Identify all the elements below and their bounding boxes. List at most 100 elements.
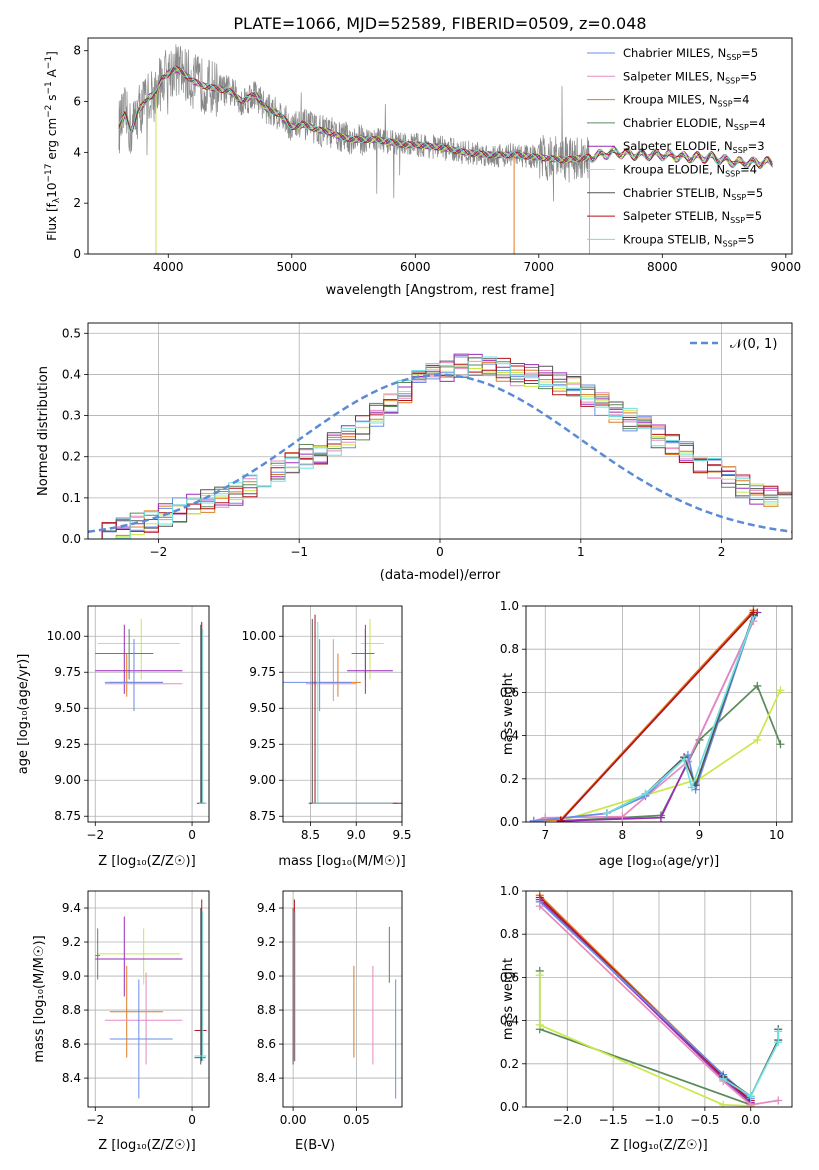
y-tick-label: 1.0 <box>500 599 519 613</box>
mass-vs-Z-panel: −2 0 8.4 8.6 8.8 9.0 9.2 9.4 <box>62 890 210 1127</box>
y-tick-label: 1.0 <box>500 884 519 898</box>
x-tick-label: −2 <box>86 1113 104 1127</box>
y-tick-label: 8.4 <box>257 1071 276 1085</box>
y-tick-label: 9.0 <box>257 969 276 983</box>
mass-weight-vs-Z-panel: −2.0 −1.5 −1.0 −0.5 0.0 0.0 0.2 0.4 0.6 0.8 1.0 <box>500 884 793 1127</box>
legend-label: Chabrier STELIB, NSSP=5 <box>623 186 763 202</box>
y-tick-label: 9.0 <box>62 969 81 983</box>
y-tick-label: 0.0 <box>62 532 81 546</box>
mass-vs-Z-y-label: mass [log₁₀(M/M☉)] <box>32 935 47 1062</box>
x-tick-label: 9.0 <box>347 828 366 842</box>
residuals-x-label: (data-model)/error <box>380 568 501 583</box>
y-tick-label: 9.00 <box>249 773 276 787</box>
y-tick-label: 0.6 <box>500 970 519 984</box>
legend-label: Chabrier MILES, NSSP=5 <box>623 46 758 62</box>
legend-label-sub: SSP <box>723 239 738 248</box>
y-tick-label: 6 <box>73 95 81 109</box>
x-tick-label: 8000 <box>647 260 678 274</box>
age-vs-mass-x-label: mass [log₁₀(M/M☉)] <box>278 854 405 869</box>
axes-frame <box>87 37 793 255</box>
histogram-salpeter-elodie <box>88 353 792 539</box>
x-tick-label: 1 <box>577 545 585 559</box>
y-tick-label: 0.4 <box>500 1014 519 1028</box>
mass-weight-vs-age-x-label: age [log₁₀(age/yr)] <box>599 854 720 869</box>
y-tick-label: 9.4 <box>257 901 276 915</box>
plot-area <box>95 899 207 1099</box>
y-tick-label: 8.6 <box>62 1037 81 1051</box>
legend-label-main: Salpeter ELODIE, N <box>623 139 733 153</box>
legend-label-sub: SSP <box>731 193 746 202</box>
model-spectrum-chabrier-elodie <box>118 67 773 169</box>
axes-frame <box>282 890 403 1108</box>
legend-label: Kroupa STELIB, NSSP=5 <box>623 232 754 248</box>
weight-line-kroupa-stelib <box>722 1031 780 1098</box>
age-vs-Z-panel: −2 0 8.75 9.00 9.25 9.50 9.75 10.00 <box>47 605 210 842</box>
y-tick-label: 2 <box>73 196 81 210</box>
weight-line-kroupa-elodie <box>560 689 782 822</box>
x-tick-label: −2 <box>86 828 104 842</box>
age-vs-Z-y-label: age [log₁₀(age/yr)] <box>16 654 31 775</box>
legend-label-n: =5 <box>745 209 762 223</box>
y-tick-label: 9.50 <box>249 701 276 715</box>
legend-label-main: Chabrier ELODIE, N <box>623 116 734 130</box>
legend-label: Salpeter STELIB, NSSP=5 <box>623 209 762 225</box>
legend-label-n: =5 <box>738 232 755 246</box>
legend-label-sub: SSP <box>718 100 733 109</box>
x-tick-label: 7000 <box>524 260 555 274</box>
y-tick-label: 8 <box>73 44 81 58</box>
weight-line-chabrier-miles <box>539 901 752 1100</box>
legend-label-n: =5 <box>740 69 757 83</box>
x-tick-label: 5000 <box>277 260 308 274</box>
model-spectrum-salpeter-stelib <box>118 65 773 168</box>
x-tick-label: 0.00 <box>280 1113 307 1127</box>
weight-line-salpeter-stelib <box>560 611 755 822</box>
x-tick-label: 0 <box>188 828 196 842</box>
legend-label-sub: SSP <box>733 146 748 155</box>
legend-label-main: Kroupa STELIB, N <box>623 232 723 246</box>
legend-label: Kroupa MILES, NSSP=4 <box>623 93 749 109</box>
x-tick-label: 8 <box>619 828 627 842</box>
plot-area <box>283 614 402 804</box>
y-tick-label: 9.75 <box>54 665 81 679</box>
age-vs-Z-x-label: Z [log₁₀(Z/Z☉)] <box>98 854 195 869</box>
mass-weight-vs-Z-x-label: Z [log₁₀(Z/Z☉)] <box>610 1138 707 1153</box>
axes-frame <box>282 605 403 823</box>
legend-label-main: Salpeter MILES, N <box>623 69 725 83</box>
y-tick-label: 8.8 <box>62 1003 81 1017</box>
y-tick-label: 10.00 <box>242 629 276 643</box>
x-tick-label: 9.5 <box>392 828 411 842</box>
x-tick-label: 7 <box>541 828 549 842</box>
weight-marker <box>719 1074 728 1083</box>
mass-weight-vs-age-panel: 7 8 9 10 0.0 0.2 0.4 0.6 0.8 1.0 <box>500 599 793 842</box>
legend-label-main: Kroupa ELODIE, N <box>623 163 725 177</box>
y-tick-label: 10.00 <box>47 629 81 643</box>
residuals-panel: −2 −1 0 1 2 0.0 0.1 0.2 0.3 0.4 0.5 𝒩(0, 1) (data-… <box>36 322 793 583</box>
y-tick-label: 4 <box>73 145 81 159</box>
weight-marker <box>753 681 762 690</box>
y-tick-label: 0.2 <box>500 772 519 786</box>
x-tick-label: 9000 <box>771 260 802 274</box>
weight-marker <box>746 1092 755 1101</box>
weight-marker <box>535 902 544 911</box>
weight-marker <box>535 1020 544 1029</box>
weight-marker <box>680 755 689 764</box>
legend-label-main: Salpeter STELIB, N <box>623 209 730 223</box>
y-tick-label: 0.4 <box>500 729 519 743</box>
y-tick-label: 0.2 <box>62 450 81 464</box>
x-tick-label: 4000 <box>153 260 184 274</box>
x-tick-label: −1.5 <box>599 1113 628 1127</box>
plot-area <box>292 899 397 1099</box>
legend-label: Chabrier ELODIE, NSSP=4 <box>623 116 766 132</box>
figure-title: PLATE=1066, MJD=52589, FIBERID=0509, z=0… <box>233 14 646 33</box>
legend-label-sub: SSP <box>726 53 741 62</box>
legend-label-n: =3 <box>748 139 765 153</box>
legend-label: Kroupa ELODIE, NSSP=4 <box>623 163 757 179</box>
residuals-axes <box>87 322 793 540</box>
plot-area <box>95 618 207 804</box>
weight-marker <box>535 971 544 980</box>
weight-marker <box>641 789 650 798</box>
y-tick-label: 0.8 <box>500 927 519 941</box>
weight-marker <box>746 1100 755 1107</box>
weight-marker <box>774 1038 783 1047</box>
